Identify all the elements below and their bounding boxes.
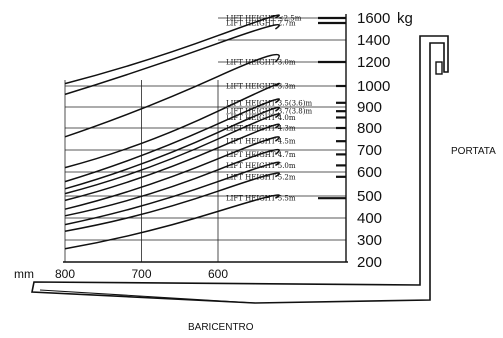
load-curve-7 <box>64 113 280 195</box>
x-tick-labels: 800 700 600 <box>55 267 228 281</box>
x-axis-title: BARICENTRO <box>188 322 254 333</box>
mast-notch <box>435 61 443 75</box>
y-unit-label: kg <box>397 10 413 27</box>
lift-height-label: LIFT HEIGHT 4.3m <box>226 125 296 133</box>
lift-height-label: LIFT HEIGHT 3.7(3.8)m <box>226 108 312 116</box>
load-curve-4 <box>64 82 280 169</box>
y-tick-label: 600 <box>357 164 382 181</box>
load-curve-8 <box>64 123 280 202</box>
y-tick-label: 1600 <box>357 10 390 27</box>
load-curve-2 <box>64 23 280 96</box>
load-curve-12 <box>64 172 280 232</box>
fork-inner-line <box>39 289 256 304</box>
y-tick-labels: 1600 1400 1200 1000 900 800 700 600 500 400 300 200 <box>357 10 390 271</box>
lift-height-label: LIFT HEIGHT 2.7m <box>226 20 296 28</box>
lift-height-label: LIFT HEIGHT 3.3m <box>226 83 296 91</box>
load-curve-5 <box>64 98 280 183</box>
lift-height-label: LIFT HEIGHT 4.0m <box>226 114 296 122</box>
load-curve-10 <box>64 148 280 217</box>
x-tick-label: 700 <box>131 267 151 281</box>
load-curve-11 <box>64 161 280 226</box>
load-curves <box>64 14 280 250</box>
load-curve-13 <box>64 194 280 250</box>
y-tick-label: 300 <box>357 232 382 249</box>
load-curve-1 <box>64 14 280 85</box>
y-tick-label: 500 <box>357 188 382 205</box>
lift-height-label: LIFT HEIGHT 3.0m <box>226 59 296 67</box>
load-curve-6 <box>64 106 280 190</box>
load-curve-3 <box>64 53 280 138</box>
fork-outline <box>31 35 449 304</box>
y-tick-label: 200 <box>357 254 382 271</box>
y-tick-label: 1400 <box>357 32 390 49</box>
y-tick-label: 400 <box>357 210 382 227</box>
y-tick-label: 1200 <box>357 54 390 71</box>
x-tick-label: 600 <box>208 267 228 281</box>
lift-height-label: LIFT HEIGHT ≤2.5m <box>226 15 302 23</box>
lift-height-label: LIFT HEIGHT 3.5(3.6)m <box>226 99 312 107</box>
lift-height-label: LIFT HEIGHT 5.2m <box>226 173 296 181</box>
x-unit-label: mm <box>14 267 34 281</box>
lift-height-label: LIFT HEIGHT 4.7m <box>226 151 296 159</box>
y-tick-label: 900 <box>357 99 382 116</box>
lift-height-label: LIFT HEIGHT 5.0m <box>226 162 296 170</box>
load-curve-9 <box>64 136 280 210</box>
y-axis-title: PORTATA <box>451 146 496 157</box>
lift-height-label: LIFT HEIGHT 4.5m <box>226 138 296 146</box>
lift-height-label: LIFT HEIGHT 5.5m <box>226 195 296 203</box>
y-tick-label: 800 <box>357 120 382 137</box>
y-tick-label: 700 <box>357 142 382 159</box>
x-tick-label: 800 <box>55 267 75 281</box>
y-tick-label: 1000 <box>357 78 390 95</box>
